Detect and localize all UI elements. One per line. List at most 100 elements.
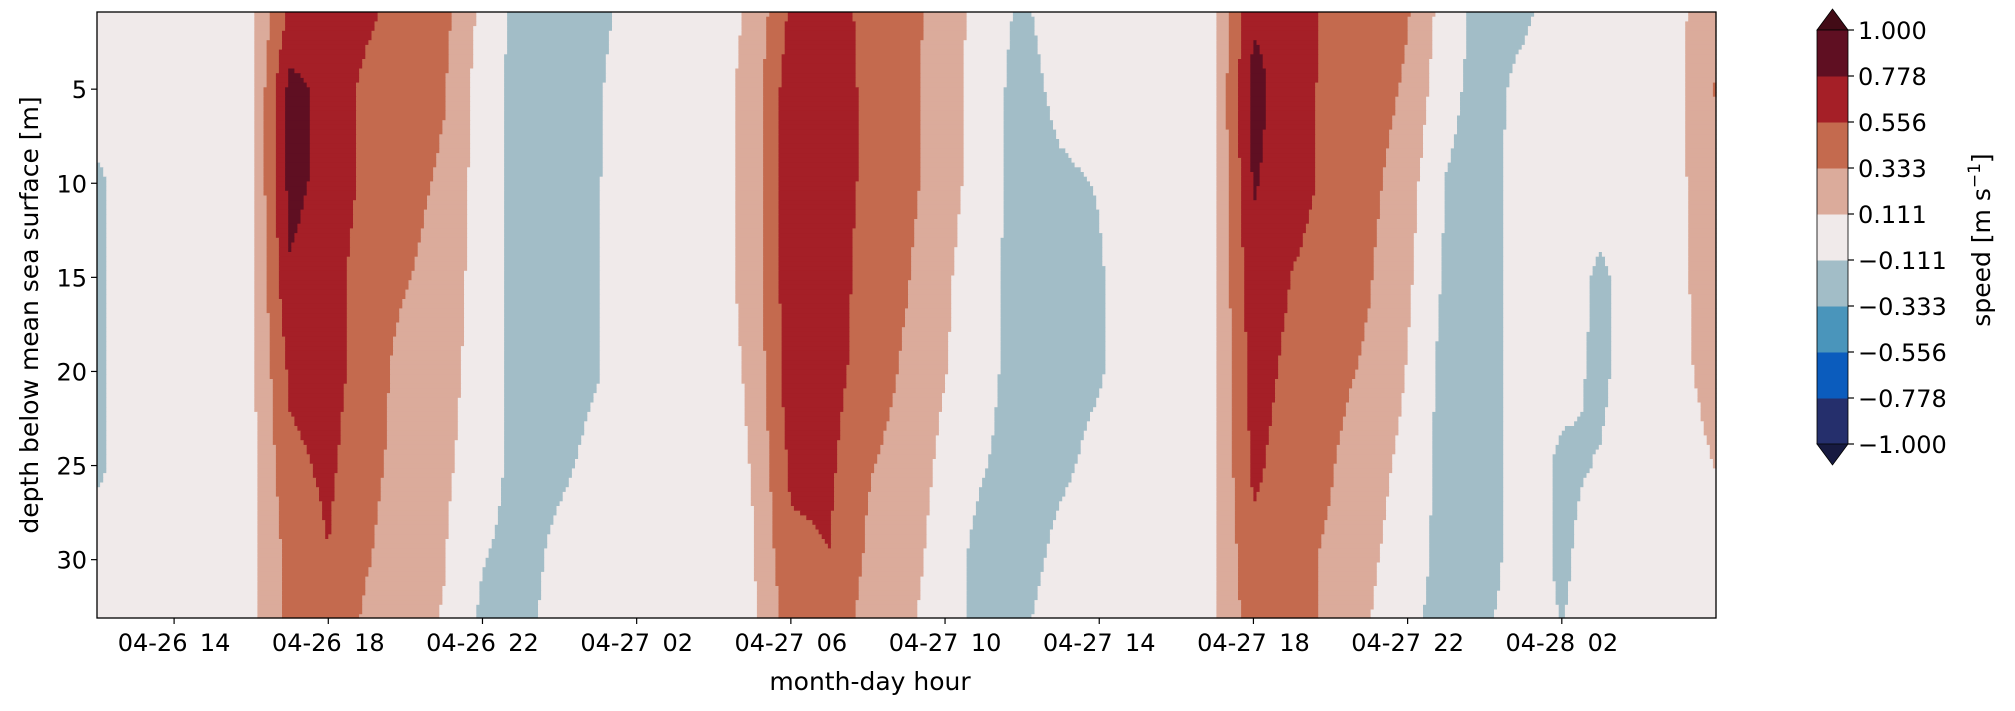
contour-cell	[278, 510, 323, 516]
contour-cell	[778, 242, 854, 248]
contour-cell	[1228, 200, 1242, 206]
contour-cell	[1256, 195, 1313, 201]
contour-cell	[1416, 228, 1446, 234]
contour-cell	[1685, 87, 1714, 93]
contour-cell	[1503, 473, 1554, 479]
contour-cell	[106, 219, 255, 225]
contour-cell	[1358, 355, 1409, 361]
contour-cell	[269, 16, 286, 22]
contour-cell	[285, 101, 311, 107]
contour-cell	[966, 12, 1014, 18]
contour-cell	[920, 129, 965, 135]
contour-cell	[106, 346, 255, 352]
contour-cell	[1611, 355, 1692, 361]
colorbar-tick-label: −0.333	[1858, 293, 1947, 321]
contour-cell	[106, 233, 255, 239]
contour-cell	[470, 124, 505, 131]
contour-cell	[285, 115, 311, 121]
contour-cell	[467, 176, 505, 182]
contour-cell	[309, 172, 357, 178]
contour-cell	[504, 360, 601, 366]
contour-cell	[1241, 614, 1319, 619]
contour-cell	[1500, 576, 1554, 582]
contour-cell	[460, 355, 505, 361]
contour-cell	[1250, 124, 1267, 131]
contour-cell	[735, 289, 764, 295]
contour-cell	[457, 416, 505, 422]
contour-cell	[501, 491, 564, 498]
contour-cell	[1432, 16, 1467, 22]
contour-cell	[1571, 548, 1717, 554]
contour-cell	[309, 87, 357, 93]
contour-cell	[982, 477, 1073, 484]
contour-cell	[1373, 247, 1415, 253]
contour-cell	[1265, 449, 1338, 455]
contour-cell	[439, 148, 471, 154]
contour-cell	[1568, 581, 1717, 587]
contour-cell	[1503, 388, 1584, 394]
contour-cell	[1503, 157, 1686, 164]
contour-cell	[470, 77, 505, 84]
contour-cell	[1420, 172, 1446, 178]
contour-cell	[1441, 280, 1504, 286]
contour-cell	[1262, 134, 1316, 140]
contour-cell	[1241, 190, 1254, 197]
contour-cell	[285, 134, 311, 140]
contour-cell	[778, 115, 860, 121]
contour-cell	[1395, 444, 1433, 451]
contour-cell	[374, 26, 453, 32]
contour-cell	[858, 124, 921, 131]
contour-cell	[1241, 195, 1254, 201]
contour-cell	[275, 73, 289, 79]
contour-cell	[1250, 92, 1267, 98]
x-tick-label: 04-27 18	[1197, 629, 1310, 657]
contour-cell	[1611, 350, 1692, 357]
contour-cell	[1043, 567, 1217, 573]
contour-cell	[97, 411, 107, 418]
contour-cell	[1432, 454, 1504, 460]
contour-cell	[322, 501, 332, 507]
contour-cell	[257, 548, 283, 554]
contour-cell	[103, 473, 258, 479]
contour-cell	[1315, 87, 1399, 93]
contour-cell	[275, 106, 286, 112]
contour-cell	[1275, 393, 1350, 399]
contour-cell	[356, 195, 428, 201]
contour-cell	[1571, 576, 1717, 582]
contour-cell	[735, 233, 764, 239]
contour-cell	[966, 16, 1014, 22]
contour-cell	[1435, 369, 1504, 375]
contour-cell	[97, 534, 258, 540]
contour-cell	[1410, 303, 1440, 309]
contour-cell	[1392, 468, 1433, 474]
contour-cell	[1435, 346, 1504, 352]
contour-cell	[380, 487, 453, 493]
contour-cell	[1302, 237, 1378, 244]
contour-cell	[1333, 477, 1390, 484]
contour-cell	[735, 195, 764, 201]
contour-cell	[257, 614, 283, 619]
contour-cell	[1466, 49, 1520, 55]
contour-cell	[1601, 252, 1689, 258]
contour-cell	[106, 322, 255, 328]
contour-cell	[1006, 59, 1042, 65]
contour-cell	[383, 463, 456, 469]
contour-cell	[306, 186, 357, 192]
contour-cell	[365, 590, 443, 596]
contour-cell	[1231, 350, 1248, 357]
contour-cell	[266, 308, 283, 314]
contour-cell	[254, 350, 271, 357]
contour-cell	[1216, 87, 1227, 93]
contour-cell	[1574, 543, 1717, 549]
contour-cell	[1250, 435, 1270, 441]
contour-cell	[1268, 435, 1341, 441]
colorbar-tick-label: 0.556	[1858, 109, 1927, 137]
contour-cell	[380, 496, 453, 502]
contour-cell	[763, 162, 780, 168]
contour-cell	[735, 120, 764, 126]
contour-cell	[1586, 360, 1612, 366]
contour-cell	[975, 510, 1057, 516]
contour-cell	[735, 266, 764, 272]
contour-cell	[929, 506, 977, 512]
contour-cell	[1238, 576, 1319, 582]
